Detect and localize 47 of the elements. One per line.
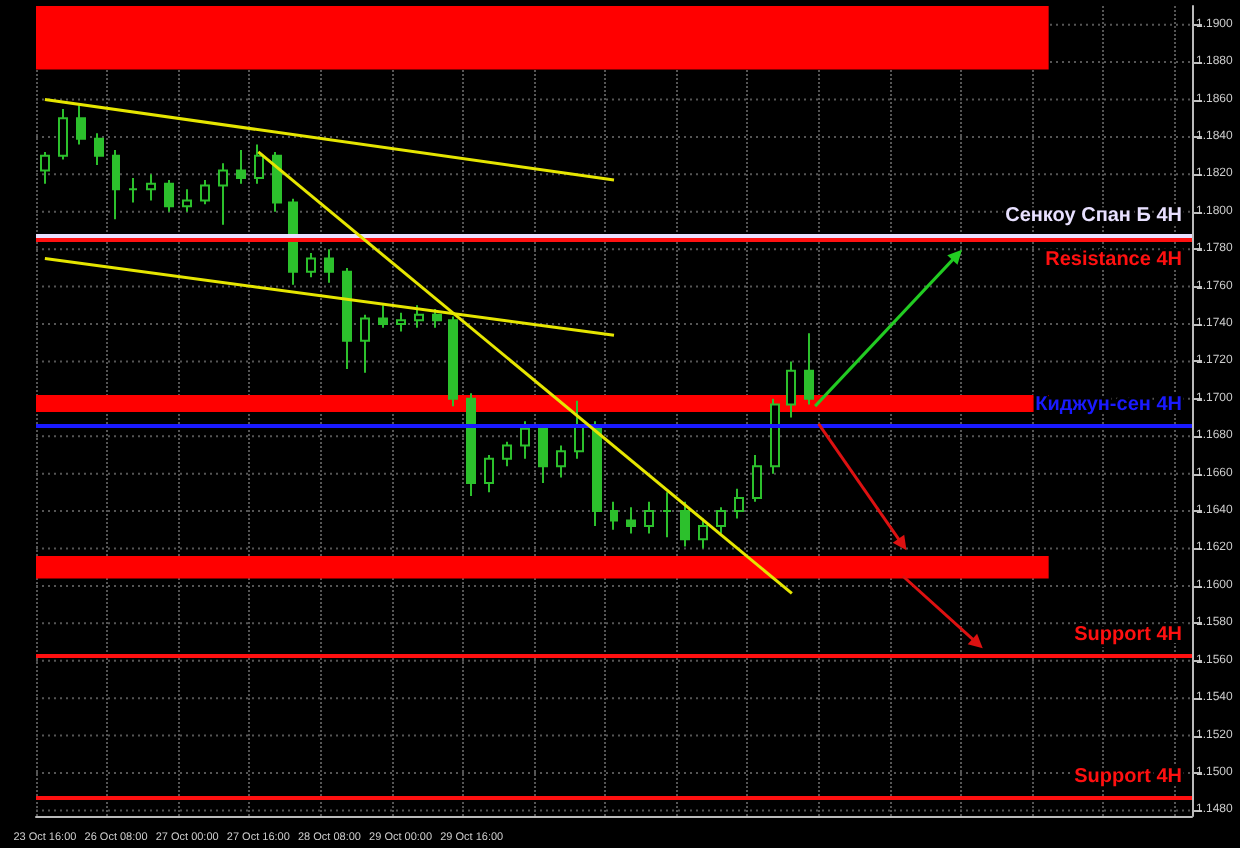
candlestick (644, 500, 654, 535)
ref-line-label: Resistance 4H (1045, 248, 1182, 271)
candlestick (112, 149, 120, 221)
candlestick (76, 104, 86, 146)
candlestick (804, 332, 814, 406)
candlestick (360, 313, 370, 374)
candlestick (272, 150, 282, 213)
candlestick (128, 177, 138, 204)
candlestick (466, 392, 476, 498)
candlestick (306, 251, 316, 279)
candlestick (40, 150, 50, 185)
candlestick (342, 266, 352, 370)
candlestick (680, 500, 690, 548)
ref-line-label: Support 4H (1074, 624, 1182, 647)
candlestick (324, 248, 334, 284)
candlestick (538, 424, 548, 485)
candlestick (164, 178, 174, 213)
candlestick (94, 132, 104, 167)
candlestick (610, 500, 618, 531)
candlestick (58, 107, 68, 161)
candlestick (218, 162, 228, 226)
candlestick (448, 315, 458, 408)
ref-line-label: Support 4H (1074, 766, 1182, 789)
candlestick (752, 453, 762, 503)
candlestick (484, 453, 494, 494)
candlestick (734, 487, 744, 520)
candlestick (662, 491, 672, 539)
candlestick (254, 143, 264, 185)
candlestick (520, 420, 530, 460)
candlestick (574, 399, 584, 460)
candlestick (378, 304, 388, 329)
candlestick (414, 304, 424, 329)
candlestick (396, 311, 406, 333)
candlestick (502, 440, 512, 468)
candlestick (146, 173, 156, 202)
candlestick (432, 308, 442, 329)
candlestick (182, 188, 192, 213)
candlestick (716, 506, 726, 535)
candlestick (200, 178, 210, 206)
candlestick (698, 517, 708, 550)
candlestick (592, 420, 602, 528)
candlestick (626, 506, 636, 535)
candlestick (786, 360, 796, 419)
candlestick (556, 444, 566, 479)
candlestick (770, 397, 780, 475)
ref-line-label: Сенкоу Спан Б 4H (1005, 205, 1182, 228)
candlestick (236, 149, 246, 185)
